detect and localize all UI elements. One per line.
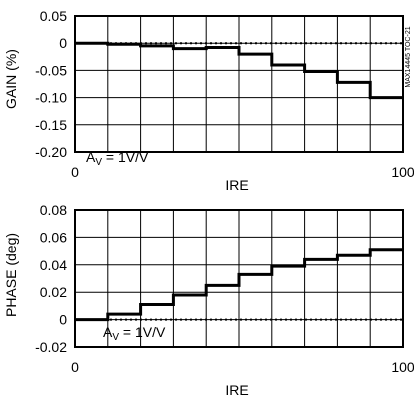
gain-plot-frame — [74, 15, 404, 153]
gain-frame-border — [74, 15, 404, 153]
phase-y-tick-label: 0.04 — [40, 257, 67, 273]
phase-y-tick-label: 0.02 — [40, 284, 67, 300]
phase-x-tick-label: 0 — [71, 359, 79, 375]
phase-y-tick-label: 0 — [59, 312, 67, 328]
phase-plot-frame — [74, 209, 404, 348]
gain-x-tick-label: 0 — [71, 164, 79, 180]
gain-y-tick-labels: 0.05 0 -0.05 -0.10 -0.15 -0.20 — [35, 8, 67, 160]
gain-x-axis-label: IRE — [225, 177, 248, 193]
gain-chart: 0.050-0.05-0.10-0.15-0.20 0 100 GAIN (%) … — [3, 8, 414, 193]
phase-step-line — [75, 248, 403, 322]
phase-annotation-sub: V — [112, 332, 119, 343]
gain-y-axis-label: GAIN (%) — [3, 49, 19, 109]
phase-y-tick-labels: 0.08 0.06 0.04 0.02 0 -0.02 — [35, 202, 67, 355]
gain-series — [74, 41, 404, 100]
gain-y-tick-label: -0.15 — [35, 117, 67, 133]
figure-id: MAX14445 TOC-21 — [405, 26, 412, 87]
gain-annotation-rest: = 1V/V — [102, 149, 149, 165]
gain-y-tick-label: 0.05 — [40, 8, 67, 24]
phase-x-tick-labels: 0 100 — [71, 359, 414, 375]
gain-y-tick-label: -0.20 — [35, 144, 67, 160]
gain-x-tick-label: 100 — [391, 164, 414, 180]
gain-annotation: AV = 1V/V — [86, 149, 149, 168]
gain-annotation-main: A — [86, 149, 96, 165]
phase-annotation-rest: = 1V/V — [119, 324, 166, 340]
phase-x-axis-label: IRE — [225, 382, 248, 398]
gain-grid — [75, 16, 403, 152]
gain-y-tick-label: -0.10 — [35, 90, 67, 106]
phase-y-tick-label: 0.06 — [40, 229, 67, 245]
phase-y-tick-label: -0.02 — [35, 339, 67, 355]
phase-frame-border — [74, 209, 404, 348]
phase-annotation: AV = 1V/V — [103, 324, 166, 343]
phase-y-axis-label: PHASE (deg) — [3, 233, 19, 317]
phase-grid — [75, 210, 403, 347]
phase-chart: 0.080.060.040.020-0.02 0 100 PHASE (deg) … — [3, 202, 414, 398]
gain-y-tick-label: 0 — [59, 35, 67, 51]
gain-x-tick-labels: 0 100 — [71, 164, 414, 180]
phase-x-tick-label: 100 — [391, 359, 414, 375]
gain-y-tick-label: -0.05 — [35, 62, 67, 78]
gain-step-line — [75, 41, 403, 100]
phase-annotation-main: A — [103, 324, 113, 340]
gain-annotation-sub: V — [95, 157, 102, 168]
phase-y-tick-label: 0.08 — [40, 202, 67, 218]
